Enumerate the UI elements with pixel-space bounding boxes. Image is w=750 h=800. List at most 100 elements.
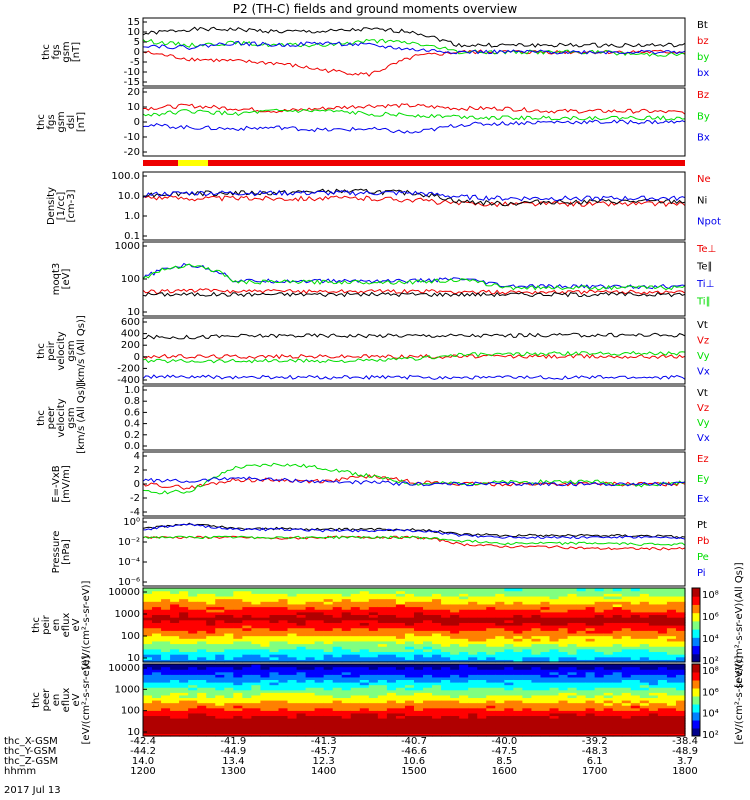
heatmap-cell — [414, 682, 424, 686]
heatmap-cell — [197, 697, 207, 701]
heatmap-cell — [251, 707, 262, 711]
heatmap-cell — [450, 725, 460, 729]
heatmap-cell — [549, 692, 560, 696]
heatmap-cell — [386, 588, 397, 592]
heatmap-cell — [558, 733, 569, 737]
heatmap-cell — [522, 684, 533, 688]
heatmap-cell — [224, 687, 234, 691]
heatmap-cell — [233, 687, 243, 691]
heatmap-cell — [441, 614, 451, 618]
heatmap-cell — [576, 676, 587, 681]
y-tick-label: -5 — [130, 57, 140, 68]
heatmap-cell — [648, 632, 659, 637]
heatmap-cell — [531, 671, 542, 675]
heatmap-cell — [395, 725, 406, 729]
heatmap-cell — [513, 643, 523, 647]
heatmap-cell — [323, 648, 334, 653]
heatmap-cell — [540, 648, 551, 653]
heatmap-cell — [558, 694, 569, 699]
heatmap-cell — [377, 705, 388, 709]
heatmap-cell — [251, 640, 262, 645]
heatmap-cell — [260, 611, 271, 616]
heatmap-cell — [368, 656, 379, 660]
heatmap-cell — [350, 659, 361, 663]
heatmap-cell — [242, 712, 252, 717]
heatmap-cell — [567, 617, 578, 621]
heatmap-cell — [161, 679, 171, 683]
heatmap-cell — [477, 654, 487, 658]
heatmap-cell — [305, 590, 316, 594]
heatmap-cell — [594, 638, 605, 642]
panel-frame — [142, 385, 686, 451]
heatmap-cell — [314, 638, 325, 642]
heatmap-cell — [206, 692, 216, 696]
heatmap-cell — [657, 710, 668, 714]
time-cell: -44.2 — [130, 746, 156, 757]
heatmap-cell — [377, 611, 388, 616]
heatmap-cell — [675, 638, 686, 642]
heatmap-cell — [188, 720, 198, 724]
heatmap-cell — [531, 659, 542, 663]
heatmap-cell — [215, 619, 225, 623]
heatmap-cell — [161, 725, 171, 729]
heatmap-cell — [432, 659, 442, 663]
heatmap-cell — [477, 640, 487, 645]
heatmap-cell — [585, 603, 596, 608]
heatmap-cell — [504, 707, 514, 711]
heatmap-cell — [368, 725, 379, 729]
heatmap-cell — [423, 697, 433, 701]
heatmap-cell — [296, 702, 307, 706]
heatmap-cell — [486, 646, 496, 650]
heatmap-cell — [251, 687, 262, 691]
heatmap-cell — [305, 614, 316, 618]
heatmap-cell — [522, 697, 533, 701]
heatmap-cell — [612, 705, 623, 709]
heatmap-cell — [269, 625, 280, 629]
heatmap-cell — [179, 723, 189, 727]
heatmap-cell — [386, 638, 397, 642]
heatmap-cell — [377, 606, 388, 610]
series-line-Vy — [142, 350, 686, 364]
heatmap-cell — [395, 705, 406, 709]
heatmap-cell — [143, 682, 153, 686]
heatmap-cell — [350, 705, 361, 709]
heatmap-cell — [305, 598, 316, 602]
heatmap-cell — [675, 617, 686, 621]
heatmap-cell — [179, 588, 189, 592]
heatmap-cell — [224, 666, 234, 670]
heatmap-cell — [432, 601, 442, 605]
heatmap-cell — [296, 625, 307, 629]
time-cell: 1500 — [401, 766, 426, 777]
heatmap-cell — [152, 733, 162, 737]
y-tick-label: -20 — [124, 147, 140, 158]
heatmap-cell — [233, 630, 243, 634]
heatmap-cell — [441, 627, 451, 631]
heatmap-cell — [170, 671, 180, 675]
heatmap-cell — [404, 676, 415, 681]
heatmap-cell — [621, 609, 632, 613]
heatmap-cell — [269, 651, 280, 655]
heatmap-cell — [450, 606, 460, 610]
heatmap-cell — [540, 666, 551, 670]
heatmap-cell — [540, 638, 551, 642]
heatmap-cell — [567, 643, 578, 647]
heatmap-cell — [441, 609, 451, 613]
heatmap-cell — [414, 692, 424, 696]
heatmap-cell — [504, 648, 514, 653]
heatmap-cell — [161, 682, 171, 686]
heatmap-cell — [450, 676, 460, 681]
heatmap-cell — [621, 651, 632, 655]
heatmap-cell — [540, 702, 551, 706]
time-row-label: thc_Y-GSM — [4, 746, 56, 757]
heatmap-cell — [170, 712, 180, 717]
heatmap-cell — [314, 664, 325, 668]
heatmap-cell — [486, 669, 496, 673]
heatmap-cell — [305, 640, 316, 645]
heatmap-cell — [423, 627, 433, 631]
heatmap-cell — [224, 595, 234, 600]
heatmap-cell — [621, 611, 632, 616]
heatmap-cell — [323, 705, 334, 709]
heatmap-cell — [576, 700, 587, 704]
heatmap-cell — [242, 625, 252, 629]
